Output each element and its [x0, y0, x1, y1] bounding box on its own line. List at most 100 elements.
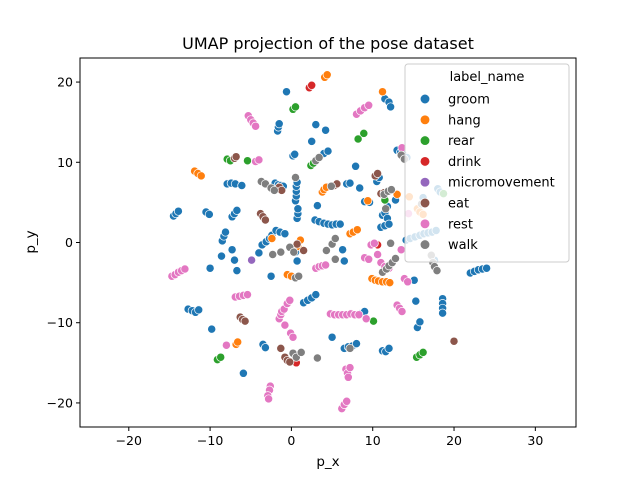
point-walk [312, 353, 322, 363]
point-rest [364, 254, 374, 264]
point-rear [243, 156, 252, 166]
plot-area [167, 70, 492, 414]
x-axis: −20 −10 0 10 20 30 [116, 427, 543, 448]
point-walk [296, 347, 306, 357]
point-groom [311, 290, 321, 300]
y-tick-label: 0 [65, 235, 73, 250]
point-rest [180, 264, 190, 274]
point-groom [266, 271, 276, 281]
point-hang [392, 189, 402, 199]
point-hang [385, 278, 395, 288]
point-rest [251, 121, 261, 131]
point-groom [345, 178, 355, 188]
point-groom [307, 136, 317, 146]
point-groom [232, 205, 242, 215]
point-groom [312, 201, 322, 211]
point-walk [386, 238, 396, 248]
point-walk [330, 254, 340, 264]
point-rear [353, 134, 363, 144]
legend-marker-groom [419, 93, 431, 105]
point-rest [254, 155, 264, 165]
point-rest [243, 290, 252, 300]
point-walk [294, 271, 304, 281]
point-groom [384, 343, 394, 353]
point-groom [205, 263, 215, 273]
legend-box [404, 63, 570, 263]
point-rear [369, 316, 378, 326]
point-groom [292, 256, 302, 266]
point-walk [289, 247, 299, 257]
legend-label-hang: hang [448, 113, 481, 128]
x-tick-label: 20 [446, 433, 462, 448]
point-walk [269, 185, 279, 195]
legend-label-rear: rear [448, 134, 475, 149]
legend-label-eat: eat [448, 197, 469, 212]
point-groom [217, 251, 226, 261]
legend-label-micromovement: micromovement [448, 176, 555, 191]
point-hang [352, 225, 362, 235]
legend-marker-rest [419, 218, 431, 229]
legend-marker-eat [419, 197, 431, 209]
point-groom [173, 206, 183, 216]
point-rest [321, 260, 331, 270]
point-rear [418, 347, 428, 357]
x-tick-label: −20 [116, 433, 142, 448]
point-walk [314, 153, 324, 162]
point-groom [339, 256, 349, 266]
point-hang [196, 171, 206, 181]
point-eat [240, 316, 250, 326]
point-eat [373, 169, 383, 178]
point-groom [338, 245, 348, 255]
point-groom [280, 229, 290, 239]
point-eat [285, 357, 295, 367]
point-groom [355, 183, 365, 193]
point-walk [268, 250, 278, 259]
point-eat [260, 215, 270, 225]
y-tick-label: −10 [47, 315, 73, 330]
point-groom [323, 146, 333, 156]
legend-label-groom: groom [448, 93, 490, 108]
point-groom [411, 296, 421, 306]
point-drink [307, 80, 317, 90]
x-tick-label: 10 [365, 433, 381, 448]
point-eat [299, 246, 309, 255]
point-rest [364, 100, 374, 110]
point-rest [342, 396, 352, 406]
point-rest [396, 245, 406, 255]
point-hang [378, 87, 387, 97]
legend-title: label_name [450, 70, 525, 85]
point-groom [232, 266, 242, 276]
y-tick-label: 10 [57, 155, 73, 170]
point-groom [254, 248, 264, 258]
point-eat [449, 336, 459, 346]
point-groom [351, 161, 361, 171]
point-groom [221, 227, 230, 237]
legend-marker-walk [419, 239, 431, 250]
point-rest [369, 238, 379, 248]
point-walk [345, 343, 355, 353]
point-eat [292, 239, 302, 249]
point-groom [204, 209, 214, 219]
point-hang [363, 196, 373, 206]
point-eat [277, 185, 287, 195]
point-walk [381, 204, 391, 214]
point-rest [280, 320, 290, 330]
legend-label-walk: walk [448, 238, 478, 253]
legend-marker-hang [419, 114, 431, 125]
point-rest [288, 332, 298, 342]
point-walk [291, 173, 300, 182]
point-groom [327, 332, 337, 342]
point-rest [354, 310, 364, 320]
point-groom [274, 119, 284, 129]
point-groom [415, 317, 425, 327]
point-eat [276, 343, 286, 353]
point-groom [282, 87, 291, 97]
point-walk [391, 254, 400, 263]
point-groom [293, 204, 303, 214]
point-groom [386, 102, 396, 112]
point-groom [438, 308, 448, 318]
y-tick-label: 20 [57, 75, 73, 90]
point-hang [267, 234, 277, 243]
point-groom [194, 305, 204, 315]
point-groom [290, 149, 300, 159]
